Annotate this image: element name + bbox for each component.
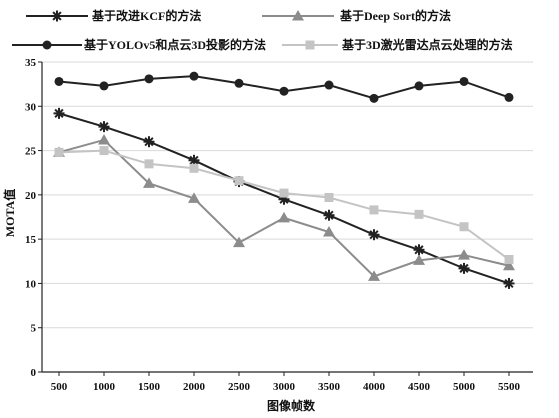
data-point: [323, 226, 335, 237]
data-point: [414, 209, 424, 219]
data-point: [504, 255, 514, 265]
series-line: [58, 149, 510, 261]
y-tick-label: 0: [31, 367, 37, 379]
y-tick-label: 30: [25, 101, 37, 113]
data-point: [234, 78, 244, 88]
data-point: [324, 80, 334, 90]
legend-marker: [305, 40, 315, 50]
data-point: [369, 205, 379, 215]
data-point: [279, 188, 289, 198]
y-tick-label: 25: [25, 146, 37, 158]
legend-marker: [42, 40, 52, 50]
x-axis-title: 图像帧数: [267, 398, 316, 413]
data-point: [414, 81, 424, 91]
data-point: [458, 262, 470, 274]
data-point: [144, 74, 154, 84]
x-tick-label: 1500: [138, 381, 161, 393]
legend-item-deepsort: 基于Deep Sort的方法: [262, 8, 451, 23]
legend-label-kcf: 基于改进KCF的方法: [91, 8, 201, 23]
data-point: [368, 229, 380, 241]
x-tick-label: 2500: [228, 381, 251, 393]
y-tick-label: 5: [31, 323, 37, 335]
x-tick-label: 3500: [318, 381, 341, 393]
legend-marker: [292, 10, 304, 21]
data-point: [233, 236, 245, 248]
data-point: [503, 277, 515, 289]
data-point: [413, 244, 425, 256]
data-point: [279, 86, 289, 96]
y-axis-title: MOTA值: [2, 189, 17, 237]
data-point: [368, 270, 380, 281]
x-tick-label: 5500: [498, 381, 521, 393]
data-point: [143, 177, 155, 188]
legend-marker-triangle: [292, 10, 304, 21]
series-3: [54, 146, 514, 265]
data-point: [369, 93, 379, 103]
x-tick-label: 3000: [273, 381, 296, 393]
series: [53, 71, 515, 289]
series-2: [54, 71, 514, 103]
x-tick-label: 500: [51, 381, 68, 393]
data-point: [459, 222, 469, 232]
legend-item-kcf: 基于改进KCF的方法: [26, 8, 201, 23]
series-0: [53, 107, 515, 289]
data-point: [98, 133, 110, 145]
data-point: [53, 107, 65, 119]
data-point: [98, 121, 110, 133]
y-tick-label: 35: [25, 57, 37, 69]
data-point: [189, 71, 199, 81]
data-point: [54, 76, 64, 86]
legend-marker-circle: [42, 40, 52, 50]
legend-item-lidar: 基于3D激光雷达点云处理的方法: [282, 37, 513, 52]
legend: 基于改进KCF的方法 基于Deep Sort的方法 基于YOLOv5和点云3D投…: [12, 8, 513, 52]
y-tick-label: 15: [25, 234, 37, 246]
data-point: [503, 259, 515, 271]
axes: [41, 62, 533, 373]
data-point: [278, 211, 290, 223]
data-point: [99, 81, 109, 91]
data-point: [323, 209, 335, 221]
data-point: [459, 76, 469, 86]
data-point: [234, 176, 244, 186]
data-point: [188, 192, 200, 203]
data-point: [143, 136, 155, 148]
data-point: [54, 147, 64, 157]
data-point: [99, 146, 109, 156]
legend-label-deepsort: 基于Deep Sort的方法: [339, 8, 451, 23]
tick-labels: 0 5 10 15 20 25 30 35 500 1000 1500 2000 2500 3000 350…: [25, 57, 521, 393]
legend-label-lidar: 基于3D激光雷达点云处理的方法: [341, 37, 513, 52]
x-tick-label: 1000: [93, 381, 116, 393]
data-point: [413, 254, 425, 265]
data-point: [504, 92, 514, 102]
series-line: [58, 138, 510, 278]
x-tick-label: 5000: [453, 381, 476, 393]
x-tick-label: 2000: [183, 381, 206, 393]
y-tick-label: 10: [25, 278, 37, 290]
legend-marker: [51, 10, 63, 22]
legend-marker-asterisk: [51, 10, 63, 22]
data-point: [458, 249, 470, 260]
y-tick-label: 20: [25, 190, 37, 202]
legend-label-yolov5: 基于YOLOv5和点云3D投影的方法: [83, 37, 266, 52]
x-tick-label: 4500: [408, 381, 431, 393]
legend-item-yolov5: 基于YOLOv5和点云3D投影的方法: [12, 37, 266, 52]
data-point: [324, 193, 334, 203]
legend-marker-square: [305, 40, 315, 50]
data-point: [144, 159, 154, 169]
x-tick-label: 4000: [363, 381, 386, 393]
data-point: [189, 163, 199, 173]
